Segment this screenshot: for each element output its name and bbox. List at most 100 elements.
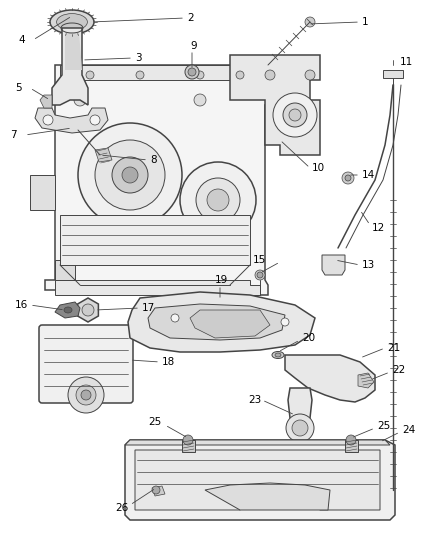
Circle shape: [196, 178, 240, 222]
Circle shape: [74, 94, 86, 106]
Polygon shape: [45, 65, 285, 295]
Text: 14: 14: [362, 170, 375, 180]
Circle shape: [78, 123, 182, 227]
Polygon shape: [55, 280, 260, 295]
Circle shape: [207, 189, 229, 211]
Circle shape: [152, 486, 160, 494]
Polygon shape: [190, 310, 270, 338]
Circle shape: [345, 175, 351, 181]
Circle shape: [234, 249, 246, 261]
Polygon shape: [135, 450, 380, 510]
Polygon shape: [285, 355, 375, 402]
Text: 18: 18: [162, 357, 175, 367]
Text: 19: 19: [215, 275, 228, 285]
Text: 15: 15: [253, 255, 266, 265]
Text: 3: 3: [135, 53, 141, 63]
Circle shape: [180, 162, 256, 238]
Text: 25: 25: [377, 421, 390, 431]
Circle shape: [281, 318, 289, 326]
Polygon shape: [65, 32, 82, 70]
Circle shape: [346, 435, 356, 445]
Circle shape: [112, 157, 148, 193]
Circle shape: [305, 70, 315, 80]
Text: 25: 25: [148, 417, 161, 427]
Text: 5: 5: [15, 83, 21, 93]
Circle shape: [255, 270, 265, 280]
Polygon shape: [358, 373, 374, 388]
Circle shape: [292, 420, 308, 436]
Polygon shape: [78, 298, 99, 322]
Polygon shape: [148, 304, 285, 340]
Circle shape: [189, 249, 201, 261]
Text: 7: 7: [10, 130, 17, 140]
Circle shape: [99, 244, 111, 256]
Text: 13: 13: [362, 260, 375, 270]
Ellipse shape: [64, 307, 72, 313]
Text: 17: 17: [142, 303, 155, 313]
FancyBboxPatch shape: [39, 325, 133, 403]
Text: 16: 16: [15, 300, 28, 310]
Polygon shape: [128, 292, 315, 352]
Ellipse shape: [50, 10, 94, 34]
Text: 10: 10: [312, 163, 325, 173]
Ellipse shape: [272, 351, 284, 359]
Text: 9: 9: [190, 41, 197, 51]
Circle shape: [81, 390, 91, 400]
Circle shape: [68, 377, 104, 413]
Circle shape: [251, 314, 259, 322]
Text: 24: 24: [402, 425, 415, 435]
Polygon shape: [125, 440, 395, 520]
Circle shape: [211, 311, 219, 319]
Circle shape: [289, 109, 301, 121]
Circle shape: [265, 70, 275, 80]
Circle shape: [76, 385, 96, 405]
Text: 26: 26: [115, 503, 128, 513]
Circle shape: [86, 71, 94, 79]
Circle shape: [82, 304, 94, 316]
Text: 8: 8: [150, 155, 157, 165]
Circle shape: [283, 103, 307, 127]
Circle shape: [342, 172, 354, 184]
Text: 1: 1: [362, 17, 369, 27]
Circle shape: [171, 314, 179, 322]
Polygon shape: [230, 55, 320, 155]
Polygon shape: [152, 486, 165, 496]
Circle shape: [273, 93, 317, 137]
Circle shape: [196, 71, 204, 79]
Text: 23: 23: [248, 395, 261, 405]
Circle shape: [305, 17, 315, 27]
Polygon shape: [30, 175, 55, 210]
Circle shape: [257, 272, 263, 278]
Polygon shape: [60, 215, 250, 265]
Circle shape: [90, 115, 100, 125]
Text: 4: 4: [18, 35, 25, 45]
Polygon shape: [60, 65, 255, 80]
Text: 11: 11: [400, 57, 413, 67]
Polygon shape: [125, 440, 390, 445]
Polygon shape: [55, 302, 80, 318]
Circle shape: [183, 435, 193, 445]
Polygon shape: [205, 483, 330, 510]
Circle shape: [122, 167, 138, 183]
Text: 12: 12: [372, 223, 385, 233]
Circle shape: [136, 71, 144, 79]
Circle shape: [95, 140, 165, 210]
Polygon shape: [55, 260, 75, 280]
Circle shape: [188, 68, 196, 76]
Circle shape: [43, 115, 53, 125]
Polygon shape: [40, 95, 52, 108]
Polygon shape: [52, 28, 88, 105]
Polygon shape: [95, 148, 112, 162]
Ellipse shape: [275, 353, 281, 357]
Ellipse shape: [57, 14, 88, 30]
Text: 20: 20: [302, 333, 315, 343]
Polygon shape: [345, 440, 358, 452]
Circle shape: [286, 414, 314, 442]
Polygon shape: [322, 255, 345, 275]
Text: 2: 2: [187, 13, 194, 23]
Polygon shape: [35, 108, 108, 133]
Circle shape: [185, 65, 199, 79]
Polygon shape: [182, 440, 195, 452]
Text: 21: 21: [387, 343, 400, 353]
Circle shape: [194, 94, 206, 106]
